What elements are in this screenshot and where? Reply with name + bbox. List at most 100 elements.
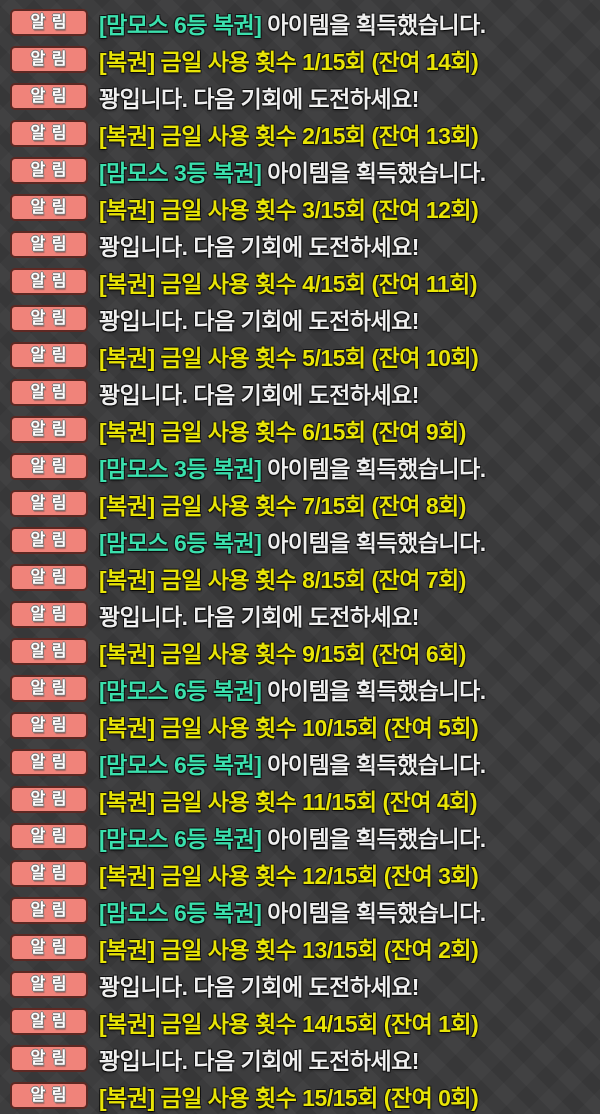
notice-badge: 알 림 [10, 120, 88, 147]
notification-message: [복권] 금일 사용 횟수 15/15회 (잔여 0회) [99, 1079, 479, 1113]
notification-message: [복권] 금일 사용 횟수 5/15회 (잔여 10회) [99, 339, 479, 373]
notice-badge: 알 림 [10, 897, 88, 924]
notification-row: 알 림 [맘모스 6등 복권] 아이템을 획득했습니다. [0, 522, 600, 559]
notification-row: 알 림 [복권] 금일 사용 횟수 6/15회 (잔여 9회) [0, 411, 600, 448]
notification-row: 알 림 [복권] 금일 사용 횟수 12/15회 (잔여 3회) [0, 855, 600, 892]
notification-row: 알 림 [맘모스 6등 복권] 아이템을 획득했습니다. [0, 818, 600, 855]
item-obtained-text: 아이템을 획득했습니다. [261, 825, 486, 852]
item-obtained-text: 아이템을 획득했습니다. [261, 159, 486, 186]
notice-badge: 알 림 [10, 601, 88, 628]
notification-row: 알 림 [맘모스 3등 복권] 아이템을 획득했습니다. [0, 448, 600, 485]
notice-badge: 알 림 [10, 749, 88, 776]
notification-row: 알 림 꽝입니다. 다음 기회에 도전하세요! [0, 300, 600, 337]
notification-row: 알 림 [맘모스 6등 복권] 아이템을 획득했습니다. [0, 744, 600, 781]
notification-message: 꽝입니다. 다음 기회에 도전하세요! [99, 80, 419, 114]
notification-message: [복권] 금일 사용 횟수 12/15회 (잔여 3회) [99, 857, 479, 891]
notification-row: 알 림 [복권] 금일 사용 횟수 2/15회 (잔여 13회) [0, 115, 600, 152]
notification-row: 알 림 꽝입니다. 다음 기회에 도전하세요! [0, 374, 600, 411]
miss-text: 꽝입니다. 다음 기회에 도전하세요! [99, 85, 419, 112]
notification-message: [복권] 금일 사용 횟수 4/15회 (잔여 11회) [99, 265, 477, 299]
notice-badge: 알 림 [10, 453, 88, 480]
miss-text: 꽝입니다. 다음 기회에 도전하세요! [99, 307, 419, 334]
notice-badge: 알 림 [10, 564, 88, 591]
notification-row: 알 림 [맘모스 3등 복권] 아이템을 획득했습니다. [0, 152, 600, 189]
notification-message: [복권] 금일 사용 횟수 1/15회 (잔여 14회) [99, 43, 479, 77]
notice-badge: 알 림 [10, 9, 88, 36]
usage-count-text: [복권] 금일 사용 횟수 4/15회 (잔여 11회) [99, 270, 477, 297]
notification-message: [복권] 금일 사용 횟수 9/15회 (잔여 6회) [99, 635, 466, 669]
item-name-highlight: [맘모스 6등 복권] [99, 899, 262, 926]
notice-badge: 알 림 [10, 305, 88, 332]
notice-badge: 알 림 [10, 231, 88, 258]
notice-badge: 알 림 [10, 157, 88, 184]
notification-message: 꽝입니다. 다음 기회에 도전하세요! [99, 598, 419, 632]
notification-row: 알 림 [맘모스 6등 복권] 아이템을 획득했습니다. [0, 892, 600, 929]
miss-text: 꽝입니다. 다음 기회에 도전하세요! [99, 603, 419, 630]
notification-row: 알 림 [복권] 금일 사용 횟수 15/15회 (잔여 0회) [0, 1077, 600, 1114]
notice-badge: 알 림 [10, 194, 88, 221]
notification-message: [복권] 금일 사용 횟수 11/15회 (잔여 4회) [99, 783, 477, 817]
notification-row: 알 림 [복권] 금일 사용 횟수 7/15회 (잔여 8회) [0, 485, 600, 522]
notification-message: [복권] 금일 사용 횟수 13/15회 (잔여 2회) [99, 931, 479, 965]
notification-message: 꽝입니다. 다음 기회에 도전하세요! [99, 1042, 419, 1076]
usage-count-text: [복권] 금일 사용 횟수 7/15회 (잔여 8회) [99, 492, 466, 519]
notice-badge: 알 림 [10, 934, 88, 961]
item-obtained-text: 아이템을 획득했습니다. [261, 11, 486, 38]
notification-row: 알 림 [복권] 금일 사용 횟수 5/15회 (잔여 10회) [0, 337, 600, 374]
notice-badge: 알 림 [10, 379, 88, 406]
notification-row: 알 림 [복권] 금일 사용 횟수 9/15회 (잔여 6회) [0, 633, 600, 670]
notification-row: 알 림 꽝입니다. 다음 기회에 도전하세요! [0, 78, 600, 115]
notice-badge: 알 림 [10, 416, 88, 443]
usage-count-text: [복권] 금일 사용 횟수 11/15회 (잔여 4회) [99, 788, 477, 815]
notice-badge: 알 림 [10, 490, 88, 517]
item-obtained-text: 아이템을 획득했습니다. [261, 751, 486, 778]
notification-message: 꽝입니다. 다음 기회에 도전하세요! [99, 968, 419, 1002]
notification-message: 꽝입니다. 다음 기회에 도전하세요! [99, 228, 419, 262]
notification-message: [복권] 금일 사용 횟수 8/15회 (잔여 7회) [99, 561, 466, 595]
item-obtained-text: 아이템을 획득했습니다. [261, 899, 486, 926]
item-name-highlight: [맘모스 3등 복권] [99, 455, 262, 482]
miss-text: 꽝입니다. 다음 기회에 도전하세요! [99, 973, 419, 1000]
notice-badge: 알 림 [10, 1008, 88, 1035]
usage-count-text: [복권] 금일 사용 횟수 5/15회 (잔여 10회) [99, 344, 479, 371]
item-name-highlight: [맘모스 3등 복권] [99, 159, 262, 186]
notification-message: 꽝입니다. 다음 기회에 도전하세요! [99, 376, 419, 410]
notice-badge: 알 림 [10, 1045, 88, 1072]
item-obtained-text: 아이템을 획득했습니다. [261, 529, 486, 556]
notice-badge: 알 림 [10, 83, 88, 110]
notification-message: [복권] 금일 사용 횟수 10/15회 (잔여 5회) [99, 709, 479, 743]
notification-message: [맘모스 3등 복권] 아이템을 획득했습니다. [99, 154, 486, 188]
item-name-highlight: [맘모스 6등 복권] [99, 529, 262, 556]
notification-message: [복권] 금일 사용 횟수 6/15회 (잔여 9회) [99, 413, 466, 447]
notification-message: [맘모스 6등 복권] 아이템을 획득했습니다. [99, 6, 486, 40]
miss-text: 꽝입니다. 다음 기회에 도전하세요! [99, 381, 419, 408]
notification-message: [맘모스 6등 복권] 아이템을 획득했습니다. [99, 820, 486, 854]
notice-badge: 알 림 [10, 342, 88, 369]
item-name-highlight: [맘모스 6등 복권] [99, 11, 262, 38]
usage-count-text: [복권] 금일 사용 횟수 10/15회 (잔여 5회) [99, 714, 479, 741]
notice-badge: 알 림 [10, 786, 88, 813]
miss-text: 꽝입니다. 다음 기회에 도전하세요! [99, 1047, 419, 1074]
notice-badge: 알 림 [10, 46, 88, 73]
notification-row: 알 림 [복권] 금일 사용 횟수 4/15회 (잔여 11회) [0, 263, 600, 300]
notice-badge: 알 림 [10, 712, 88, 739]
usage-count-text: [복권] 금일 사용 횟수 8/15회 (잔여 7회) [99, 566, 466, 593]
usage-count-text: [복권] 금일 사용 횟수 13/15회 (잔여 2회) [99, 936, 479, 963]
notification-row: 알 림 꽝입니다. 다음 기회에 도전하세요! [0, 226, 600, 263]
notice-badge: 알 림 [10, 823, 88, 850]
notification-message: [복권] 금일 사용 횟수 14/15회 (잔여 1회) [99, 1005, 479, 1039]
item-name-highlight: [맘모스 6등 복권] [99, 825, 262, 852]
item-obtained-text: 아이템을 획득했습니다. [261, 455, 486, 482]
usage-count-text: [복권] 금일 사용 횟수 14/15회 (잔여 1회) [99, 1010, 479, 1037]
notification-message: [맘모스 6등 복권] 아이템을 획득했습니다. [99, 746, 486, 780]
usage-count-text: [복권] 금일 사용 횟수 9/15회 (잔여 6회) [99, 640, 466, 667]
notification-row: 알 림 [복권] 금일 사용 횟수 1/15회 (잔여 14회) [0, 41, 600, 78]
notification-message: [복권] 금일 사용 횟수 7/15회 (잔여 8회) [99, 487, 466, 521]
notification-row: 알 림 [복권] 금일 사용 횟수 14/15회 (잔여 1회) [0, 1003, 600, 1040]
usage-count-text: [복권] 금일 사용 횟수 6/15회 (잔여 9회) [99, 418, 466, 445]
notification-row: 알 림 [복권] 금일 사용 횟수 3/15회 (잔여 12회) [0, 189, 600, 226]
notification-row: 알 림 꽝입니다. 다음 기회에 도전하세요! [0, 966, 600, 1003]
item-obtained-text: 아이템을 획득했습니다. [261, 677, 486, 704]
notification-row: 알 림 [복권] 금일 사용 횟수 8/15회 (잔여 7회) [0, 559, 600, 596]
